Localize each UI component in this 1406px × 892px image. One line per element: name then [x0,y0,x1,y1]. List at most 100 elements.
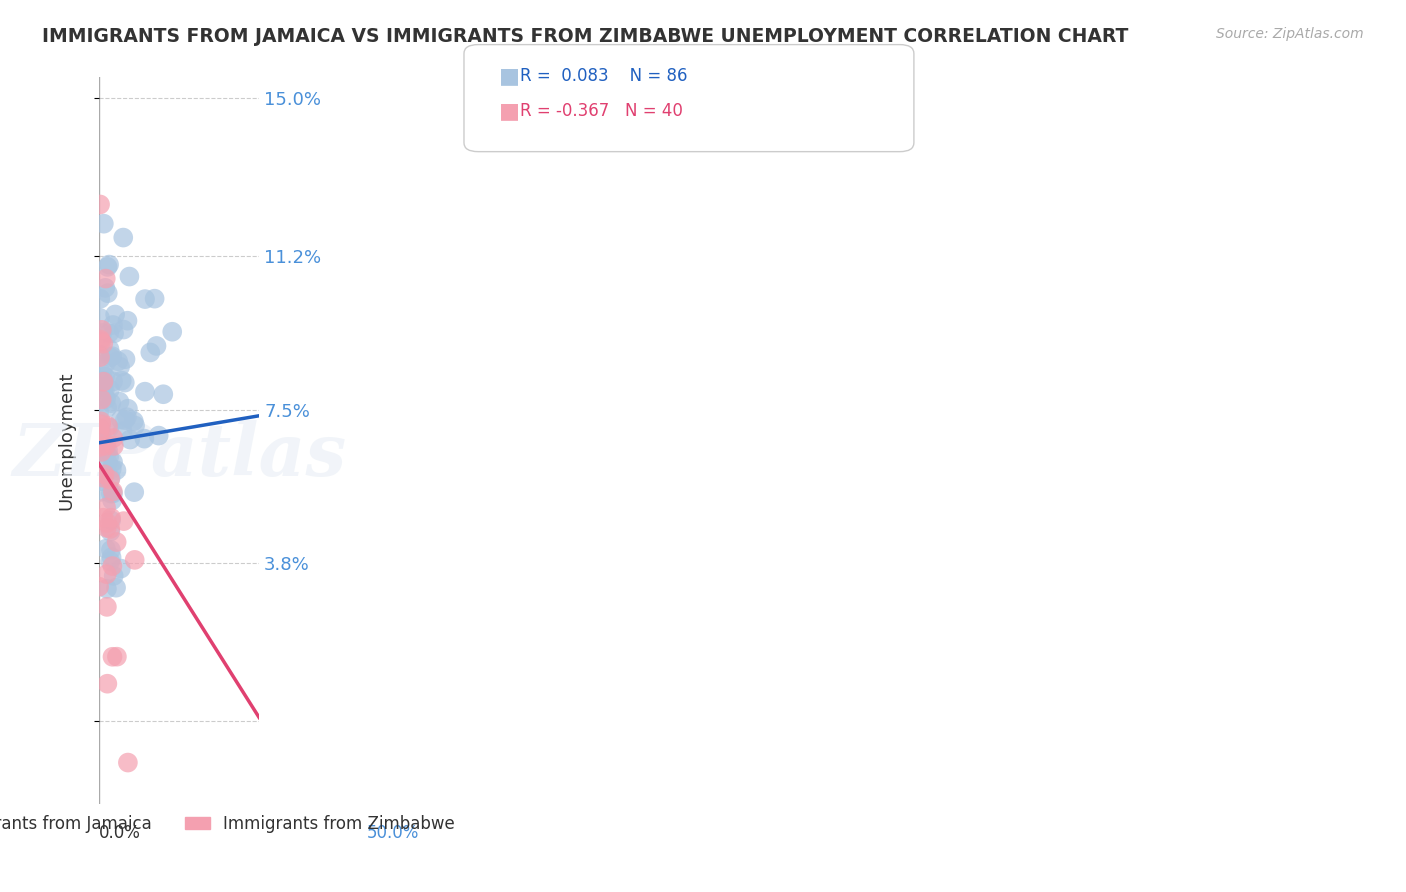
Text: ZIPatlas: ZIPatlas [11,420,346,491]
Immigrants from Jamaica [110,412,132,426]
Immigrants from Jamaica [108,359,131,374]
Immigrants from Zimbabwe [89,422,111,436]
Immigrants from Jamaica [100,350,122,364]
Immigrants from Jamaica [98,420,121,434]
Immigrants from Jamaica [93,374,115,388]
Immigrants from Jamaica [118,269,141,284]
Immigrants from Jamaica [103,326,125,341]
Immigrants from Zimbabwe [105,535,128,549]
Immigrants from Jamaica [96,582,118,596]
Immigrants from Zimbabwe [90,323,112,337]
Immigrants from Jamaica [94,392,117,406]
Immigrants from Zimbabwe [98,473,121,487]
Text: ■: ■ [499,66,520,86]
Immigrants from Zimbabwe [90,334,112,349]
Immigrants from Zimbabwe [96,516,118,530]
Immigrants from Jamaica [94,444,117,458]
Immigrants from Zimbabwe [94,439,117,453]
Immigrants from Zimbabwe [90,417,112,432]
Immigrants from Jamaica [98,383,121,397]
Immigrants from Jamaica [100,524,122,539]
Immigrants from Jamaica [87,405,110,419]
Immigrants from Zimbabwe [96,676,118,690]
Immigrants from Jamaica [94,384,117,398]
Immigrants from Jamaica [98,258,121,272]
Immigrants from Zimbabwe [96,567,118,582]
Immigrants from Jamaica [117,401,139,416]
Immigrants from Zimbabwe [112,514,135,528]
Immigrants from Zimbabwe [100,510,122,524]
Text: R =  0.083    N = 86: R = 0.083 N = 86 [520,67,688,85]
Immigrants from Zimbabwe [90,414,112,428]
Immigrants from Zimbabwe [105,649,128,664]
Immigrants from Zimbabwe [89,333,111,347]
Immigrants from Jamaica [108,394,131,409]
Text: 0.0%: 0.0% [98,824,141,842]
Immigrants from Jamaica [111,374,134,388]
Immigrants from Zimbabwe [117,756,139,770]
Immigrants from Zimbabwe [89,440,111,454]
Immigrants from Jamaica [148,428,170,442]
Text: 50.0%: 50.0% [367,824,419,842]
Immigrants from Jamaica [97,286,120,301]
Immigrants from Zimbabwe [90,392,112,407]
Immigrants from Jamaica [101,455,124,469]
Immigrants from Zimbabwe [89,350,111,364]
Immigrants from Jamaica [100,550,122,565]
Immigrants from Jamaica [101,375,124,389]
Immigrants from Jamaica [112,230,135,244]
Immigrants from Jamaica [89,292,111,306]
Text: Source: ZipAtlas.com: Source: ZipAtlas.com [1216,27,1364,41]
Immigrants from Jamaica [97,456,120,470]
Immigrants from Jamaica [139,345,162,359]
Immigrants from Jamaica [98,554,121,568]
Immigrants from Jamaica [94,541,117,556]
Immigrants from Jamaica [114,376,136,390]
Immigrants from Zimbabwe [96,599,118,614]
Immigrants from Jamaica [91,326,114,340]
Immigrants from Zimbabwe [97,419,120,434]
Immigrants from Jamaica [90,470,112,484]
Immigrants from Zimbabwe [96,521,118,535]
Immigrants from Jamaica [134,432,156,446]
Immigrants from Jamaica [100,396,122,410]
Immigrants from Jamaica [90,425,112,440]
Immigrants from Jamaica [100,471,122,485]
Immigrants from Jamaica [98,342,121,356]
Immigrants from Jamaica [105,581,128,595]
Immigrants from Jamaica [91,380,114,394]
Immigrants from Jamaica [90,484,112,499]
Immigrants from Jamaica [101,486,124,500]
Immigrants from Jamaica [101,318,124,332]
Immigrants from Zimbabwe [101,649,124,664]
Immigrants from Jamaica [110,561,132,575]
Immigrants from Jamaica [89,347,111,361]
Immigrants from Jamaica [134,384,156,399]
Text: R = -0.367   N = 40: R = -0.367 N = 40 [520,103,683,120]
Immigrants from Jamaica [96,401,118,415]
Immigrants from Jamaica [89,438,111,452]
Immigrants from Zimbabwe [91,510,114,524]
Immigrants from Zimbabwe [124,553,146,567]
Immigrants from Jamaica [120,433,142,447]
Immigrants from Zimbabwe [103,431,125,445]
Immigrants from Jamaica [100,513,122,527]
Immigrants from Jamaica [117,314,139,328]
Immigrants from Jamaica [101,493,124,508]
Immigrants from Jamaica [105,463,128,477]
Text: ■: ■ [499,102,520,121]
Immigrants from Zimbabwe [89,425,111,440]
Immigrants from Zimbabwe [90,445,112,459]
Immigrants from Jamaica [145,339,167,353]
Text: IMMIGRANTS FROM JAMAICA VS IMMIGRANTS FROM ZIMBABWE UNEMPLOYMENT CORRELATION CHA: IMMIGRANTS FROM JAMAICA VS IMMIGRANTS FR… [42,27,1129,45]
Immigrants from Zimbabwe [101,559,124,574]
Immigrants from Zimbabwe [103,439,125,453]
Immigrants from Jamaica [111,425,134,439]
Immigrants from Zimbabwe [93,471,115,485]
Immigrants from Jamaica [104,308,127,322]
Immigrants from Jamaica [143,292,166,306]
Immigrants from Zimbabwe [98,522,121,536]
Immigrants from Jamaica [115,410,138,425]
Immigrants from Zimbabwe [91,336,114,351]
Immigrants from Zimbabwe [93,375,115,389]
